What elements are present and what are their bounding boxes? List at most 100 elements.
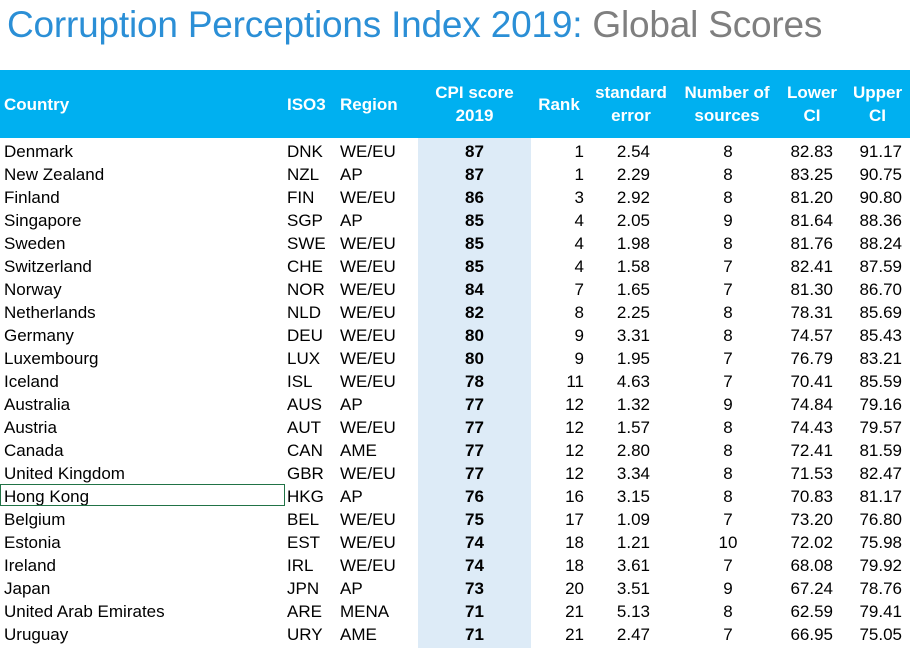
cell-region[interactable]: WE/EU [340, 280, 396, 299]
cell-rank[interactable]: 9 [574, 326, 584, 345]
cell-iso3[interactable]: NLD [287, 303, 322, 322]
cell-upper-ci[interactable]: 79.41 [859, 602, 902, 621]
cell-region[interactable]: WE/EU [340, 303, 396, 322]
cell-lower-ci[interactable]: 82.41 [790, 257, 833, 276]
cell-rank[interactable]: 12 [565, 418, 584, 437]
cell-country[interactable]: Luxembourg [4, 349, 99, 368]
cell-lower-ci[interactable]: 81.64 [790, 211, 833, 230]
cell-upper-ci[interactable]: 85.69 [859, 303, 902, 322]
cell-cpi-score[interactable]: 77 [465, 441, 484, 460]
cell-region[interactable]: WE/EU [340, 257, 396, 276]
header-country[interactable]: Country [4, 94, 70, 114]
header-lower-ci[interactable]: Lower CI [786, 83, 838, 125]
cell-standard-error[interactable]: 5.13 [616, 602, 650, 621]
cell-upper-ci[interactable]: 75.98 [859, 533, 902, 552]
cell-cpi-score[interactable]: 84 [465, 280, 484, 299]
cell-region[interactable]: WE/EU [340, 418, 396, 437]
cell-country[interactable]: Denmark [4, 142, 73, 161]
cell-number-of-sources[interactable]: 10 [718, 533, 738, 552]
cell-cpi-score[interactable]: 86 [465, 188, 484, 207]
cell-rank[interactable]: 4 [574, 257, 584, 276]
cell-cpi-score[interactable]: 77 [465, 464, 484, 483]
cell-region[interactable]: AP [340, 579, 363, 598]
cell-iso3[interactable]: CAN [287, 441, 323, 460]
cell-rank[interactable]: 12 [565, 464, 584, 483]
cell-lower-ci[interactable]: 70.83 [790, 487, 833, 506]
cell-number-of-sources[interactable]: 7 [723, 257, 733, 276]
cell-lower-ci[interactable]: 81.20 [790, 188, 833, 207]
cell-region[interactable]: AP [340, 487, 363, 506]
cell-number-of-sources[interactable]: 8 [723, 464, 733, 483]
header-iso3[interactable]: ISO3 [287, 94, 326, 114]
cell-lower-ci[interactable]: 81.76 [790, 234, 833, 253]
cell-standard-error[interactable]: 2.29 [616, 165, 650, 184]
cell-country[interactable]: Germany [4, 326, 74, 345]
cell-iso3[interactable]: FIN [287, 188, 315, 207]
cell-region[interactable]: AME [340, 625, 377, 644]
cell-upper-ci[interactable]: 86.70 [859, 280, 902, 299]
cell-cpi-score[interactable]: 80 [465, 326, 484, 345]
cell-cpi-score[interactable]: 76 [465, 487, 484, 506]
cell-cpi-score[interactable]: 82 [465, 303, 484, 322]
cell-standard-error[interactable]: 2.47 [616, 625, 650, 644]
cell-country[interactable]: Belgium [4, 510, 66, 529]
cell-number-of-sources[interactable]: 9 [723, 395, 733, 414]
cell-iso3[interactable]: IRL [287, 556, 314, 575]
cell-rank[interactable]: 7 [574, 280, 584, 299]
cell-region[interactable]: AP [340, 211, 363, 230]
cell-iso3[interactable]: SWE [287, 234, 326, 253]
cell-region[interactable]: WE/EU [340, 234, 396, 253]
cell-rank[interactable]: 3 [574, 188, 584, 207]
cell-rank[interactable]: 17 [565, 510, 584, 529]
cell-iso3[interactable]: GBR [287, 464, 324, 483]
cell-rank[interactable]: 9 [574, 349, 584, 368]
cell-region[interactable]: AME [340, 441, 377, 460]
cell-region[interactable]: WE/EU [340, 326, 396, 345]
cell-lower-ci[interactable]: 81.30 [790, 280, 833, 299]
cell-region[interactable]: WE/EU [340, 142, 396, 161]
cell-country[interactable]: Japan [4, 579, 51, 598]
cell-number-of-sources[interactable]: 7 [723, 625, 733, 644]
cell-iso3[interactable]: NZL [287, 165, 320, 184]
cell-standard-error[interactable]: 3.51 [616, 579, 650, 598]
cell-standard-error[interactable]: 3.15 [616, 487, 650, 506]
cell-lower-ci[interactable]: 78.31 [790, 303, 833, 322]
cell-lower-ci[interactable]: 62.59 [790, 602, 833, 621]
cell-standard-error[interactable]: 1.58 [616, 257, 650, 276]
cell-number-of-sources[interactable]: 8 [723, 234, 733, 253]
cell-rank[interactable]: 16 [565, 487, 584, 506]
cell-country[interactable]: Uruguay [4, 625, 69, 644]
cell-number-of-sources[interactable]: 8 [723, 165, 733, 184]
cell-standard-error[interactable]: 1.21 [616, 533, 650, 552]
cell-cpi-score[interactable]: 71 [465, 602, 484, 621]
cell-iso3[interactable]: DEU [287, 326, 323, 345]
cell-lower-ci[interactable]: 72.02 [790, 533, 833, 552]
cell-cpi-score[interactable]: 77 [465, 395, 484, 414]
cell-iso3[interactable]: BEL [287, 510, 320, 529]
header-region[interactable]: Region [340, 94, 398, 114]
cell-iso3[interactable]: CHE [287, 257, 323, 276]
cell-iso3[interactable]: HKG [287, 487, 324, 506]
cell-country[interactable]: Canada [4, 441, 64, 460]
cell-lower-ci[interactable]: 67.24 [790, 579, 833, 598]
cell-standard-error[interactable]: 2.92 [616, 188, 650, 207]
header-cpi-score[interactable]: CPI score 2019 [435, 83, 514, 125]
cell-rank[interactable]: 20 [565, 579, 584, 598]
cell-region[interactable]: WE/EU [340, 556, 396, 575]
cell-standard-error[interactable]: 3.34 [616, 464, 650, 483]
cell-number-of-sources[interactable]: 7 [723, 556, 733, 575]
cell-number-of-sources[interactable]: 7 [723, 349, 733, 368]
cell-iso3[interactable]: ISL [287, 372, 313, 391]
header-rank[interactable]: Rank [538, 94, 580, 114]
cell-country[interactable]: Austria [4, 418, 57, 437]
cell-iso3[interactable]: NOR [287, 280, 325, 299]
cell-rank[interactable]: 4 [574, 211, 584, 230]
cell-lower-ci[interactable]: 74.43 [790, 418, 833, 437]
cell-iso3[interactable]: DNK [287, 142, 323, 161]
cell-upper-ci[interactable]: 82.47 [859, 464, 902, 483]
cell-standard-error[interactable]: 3.31 [616, 326, 650, 345]
cell-standard-error[interactable]: 2.05 [616, 211, 650, 230]
cell-cpi-score[interactable]: 75 [465, 510, 484, 529]
cell-lower-ci[interactable]: 70.41 [790, 372, 833, 391]
cell-country[interactable]: Australia [4, 395, 71, 414]
